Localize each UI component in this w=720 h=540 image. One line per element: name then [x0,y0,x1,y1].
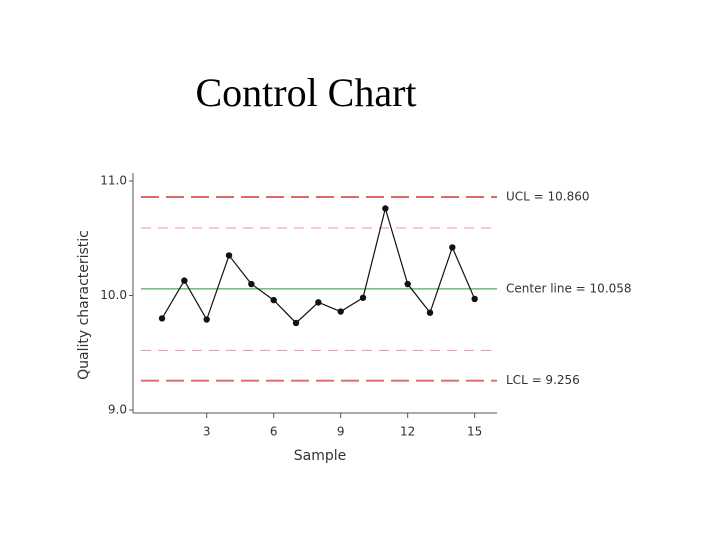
limit-label: UCL = 10.860 [506,190,590,204]
data-point [270,296,277,304]
chart-title: Control Chart [195,70,416,115]
data-point [337,308,344,315]
data-point [248,280,255,288]
y-tick-label: 9.0 [108,403,127,417]
x-tick-label: 6 [270,425,278,439]
y-tick-label: 10.0 [100,288,127,302]
data-point [181,277,188,284]
x-tick-label: 3 [203,425,211,439]
y-axis-label: Quality characteristic [76,230,92,380]
x-axis-label: Sample [294,448,347,464]
data-point [158,315,166,322]
data-line [161,206,476,324]
data-point [449,244,456,251]
limit-label: Center line = 10.058 [506,281,632,295]
x-tick-label: 9 [337,425,345,439]
x-tick-label: 15 [467,425,482,439]
data-point [225,252,233,259]
data-point [315,299,322,306]
x-tick-label: 12 [400,425,415,439]
data-point [426,309,434,316]
y-tick-label: 11.0 [100,174,127,188]
data-point [471,295,478,303]
data-point [359,294,367,301]
data-point [292,319,300,327]
limit-label: LCL = 9.256 [506,373,580,387]
data-point [382,205,389,212]
data-point [404,280,411,288]
data-point [203,316,210,323]
